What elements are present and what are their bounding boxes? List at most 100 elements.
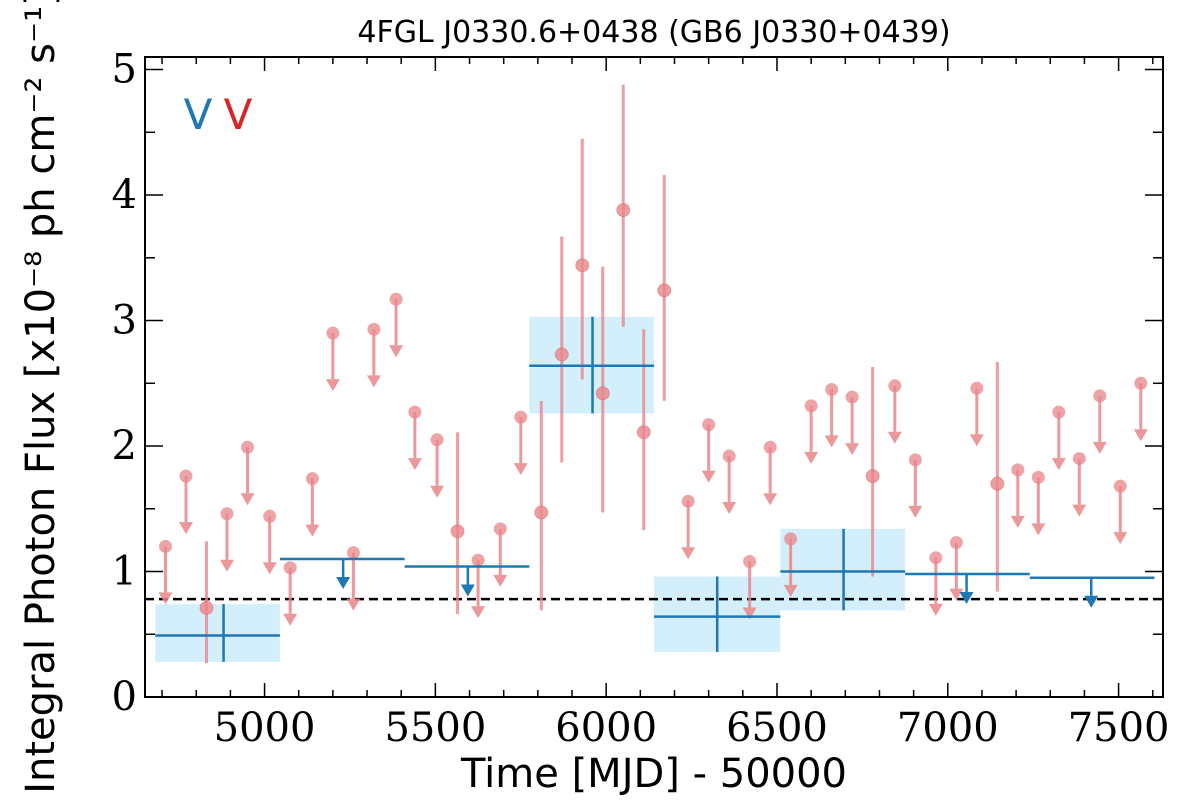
upper-limit-point (1011, 463, 1025, 477)
y-tick-label: 5 (112, 47, 137, 93)
upper-limit-arrow (969, 434, 984, 447)
upper-limit-arrow (178, 522, 193, 535)
upper-limit-point (305, 472, 319, 486)
bin-bands (155, 316, 906, 662)
upper-limit-point (825, 383, 839, 397)
bin-upper-limit-arrow (959, 592, 974, 605)
y-tick-label: 0 (112, 674, 137, 720)
upper-limit-arrow (701, 470, 716, 483)
x-axis-label: Time [MJD] - 50000 (460, 751, 847, 797)
upper-limit-point (784, 532, 798, 546)
x-tick-label: 6500 (726, 705, 828, 751)
detection-point (636, 425, 651, 440)
upper-limit-arrow (1051, 458, 1066, 471)
bin-error-band (155, 604, 280, 662)
upper-limit-point (1134, 376, 1148, 390)
detection-point (990, 476, 1005, 491)
upper-limit-point (681, 494, 695, 508)
upper-limit-point (471, 553, 485, 567)
y-tick-label: 3 (112, 298, 137, 344)
y-tick-label: 2 (112, 423, 137, 469)
upper-limit-point (845, 390, 859, 404)
x-tick-label: 7000 (897, 705, 999, 751)
detection-point (450, 524, 465, 539)
upper-limit-arrow (346, 598, 361, 611)
upper-limit-point (1072, 452, 1086, 466)
legend-label-red: V (224, 90, 253, 139)
detection-point (199, 600, 214, 615)
upper-limit-arrow (219, 559, 234, 572)
upper-limit-arrow (1031, 523, 1046, 536)
detection-point (657, 283, 672, 298)
upper-limit-arrow (824, 435, 839, 448)
detection-point (575, 258, 590, 273)
upper-limit-point (220, 507, 234, 521)
upper-limit-arrow (430, 485, 445, 498)
upper-limit-point (514, 410, 528, 424)
bin-upper-limit-arrow (336, 576, 351, 589)
y-tick-label: 4 (112, 172, 137, 218)
upper-limit-arrow (1133, 429, 1148, 442)
upper-limit-arrow (742, 607, 757, 620)
upper-limit-point (929, 551, 943, 565)
upper-limit-arrow (513, 463, 528, 476)
upper-limit-arrow (407, 458, 422, 471)
upper-limit-arrow (1092, 441, 1107, 454)
upper-limit-arrow (722, 502, 737, 515)
upper-limit-point (326, 326, 340, 340)
upper-limit-arrow (283, 613, 298, 626)
upper-limit-arrow (928, 603, 943, 616)
x-tick-label: 5500 (384, 705, 486, 751)
upper-limit-point (389, 292, 403, 306)
upper-limit-arrow (887, 431, 902, 444)
upper-limit-arrow (493, 574, 508, 587)
upper-limit-point (179, 469, 193, 483)
upper-limit-arrow (681, 547, 696, 560)
upper-limit-point (283, 561, 297, 575)
x-tick-label: 5000 (214, 705, 316, 751)
upper-limit-point (263, 509, 277, 523)
bin-upper-limit-arrow (1084, 595, 1099, 608)
upper-limit-arrow (845, 443, 860, 456)
upper-limit-point (240, 440, 254, 454)
upper-limit-arrow (949, 588, 964, 601)
detection-point (534, 505, 549, 520)
upper-limit-arrow (305, 524, 320, 537)
upper-limit-point (1031, 470, 1045, 484)
upper-limit-point (346, 546, 360, 560)
upper-limit-arrow (804, 451, 819, 464)
upper-limit-arrow (389, 345, 404, 358)
upper-limit-arrow (783, 584, 798, 597)
upper-limit-arrow (240, 493, 255, 506)
plot-frame (144, 56, 1164, 698)
upper-limit-point (804, 399, 818, 413)
upper-limit-arrow (763, 493, 778, 506)
upper-limit-point (1093, 389, 1107, 403)
upper-limit-point (763, 440, 777, 454)
upper-limit-point (722, 449, 736, 463)
legend-label-blue: V (184, 90, 213, 139)
upper-limit-arrow (1113, 532, 1128, 545)
upper-limit-point (367, 322, 381, 336)
detection-point (865, 469, 880, 484)
detection-point (616, 203, 631, 218)
bin-upper-limit-arrow (460, 584, 475, 597)
upper-limit-arrow (366, 375, 381, 388)
upper-limit-arrow (1010, 515, 1025, 528)
tick-labels: 5000 5500 6000 6500 7000 7500 0 1 2 3 4 5 (112, 47, 1170, 751)
y-tick-label: 1 (112, 549, 137, 595)
upper-limit-arrow (262, 562, 277, 575)
upper-limit-point (702, 418, 716, 432)
chart-title: 4FGL J0330.6+0438 (GB6 J0330+0439) (357, 15, 950, 50)
upper-limit-point (158, 539, 172, 553)
upper-limit-point (1052, 405, 1066, 419)
detection-point (554, 347, 569, 362)
upper-limit-point (949, 536, 963, 550)
data-marks (155, 84, 1155, 664)
upper-limit-point (888, 379, 902, 393)
upper-limit-point (408, 405, 422, 419)
y-axis-label: Integral Photon Flux [x10⁻⁸ ph cm⁻² s⁻¹] (18, 0, 64, 794)
upper-limit-arrow (1072, 504, 1087, 517)
upper-limit-point (908, 453, 922, 467)
